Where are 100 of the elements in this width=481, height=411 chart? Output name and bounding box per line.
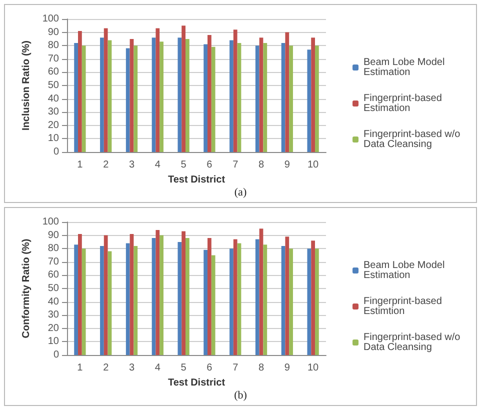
bar	[82, 46, 86, 152]
x-tick-label: 10	[307, 160, 320, 170]
bar	[204, 44, 208, 152]
y-tick-label: 40	[48, 93, 60, 104]
x-tick-label: 7	[232, 160, 239, 170]
y-tick-label: 80	[48, 243, 60, 254]
bar	[108, 40, 112, 152]
y-tick-label: 0	[53, 146, 60, 158]
bar	[134, 46, 138, 152]
bar	[126, 48, 130, 152]
bar	[208, 238, 212, 355]
bar	[233, 239, 238, 355]
y-tick-label: 90	[48, 26, 60, 38]
bar	[281, 246, 286, 355]
bar	[233, 30, 238, 152]
bar	[178, 242, 182, 355]
bar	[211, 46, 216, 152]
bar	[104, 28, 108, 152]
bar	[237, 42, 242, 152]
y-tick-label: 10	[48, 336, 60, 348]
y-tick-label: 40	[48, 296, 60, 308]
bar	[307, 50, 312, 152]
bar	[289, 46, 293, 152]
x-tick-label: 8	[258, 160, 264, 170]
bar	[160, 235, 164, 355]
x-axis-title: Test District	[168, 174, 226, 186]
bar	[211, 255, 216, 355]
bar	[130, 234, 134, 355]
x-tick-label: 5	[180, 160, 187, 170]
bar	[237, 243, 242, 355]
bar	[152, 38, 156, 152]
bar	[182, 26, 186, 152]
x-tick-label: 6	[206, 160, 213, 170]
y-tick-label: 70	[48, 256, 60, 268]
y-axis-title: Conformity Ratio (%)	[20, 238, 32, 338]
y-tick-label: 50	[48, 283, 60, 294]
y-tick-label: 90	[48, 230, 60, 241]
bar	[255, 46, 260, 152]
legend-label: Fingerprint-based Estimation	[364, 93, 445, 114]
bar	[126, 243, 130, 355]
y-tick-label: 100	[42, 14, 60, 24]
bar	[314, 46, 319, 152]
x-axis-title: Test District	[168, 377, 226, 388]
bar	[108, 251, 112, 355]
bar	[230, 248, 234, 355]
x-tick-label: 4	[154, 362, 161, 374]
x-tick-label: 3	[128, 160, 135, 170]
x-tick-label: 5	[180, 362, 187, 374]
bar	[208, 34, 212, 152]
bar	[259, 228, 264, 355]
legend-label: Fingerprint-based w/o Data Cleansing	[364, 332, 464, 353]
bar	[160, 42, 164, 152]
y-axis-title: Inclusion Ratio (%)	[20, 40, 32, 130]
bar	[314, 248, 319, 355]
bar	[311, 240, 315, 355]
y-tick-label: 60	[48, 270, 60, 281]
bar	[285, 32, 290, 152]
bar	[255, 239, 260, 355]
y-tick-label: 80	[48, 40, 60, 52]
x-tick-label: 2	[103, 160, 110, 170]
bar	[230, 40, 234, 152]
bar	[185, 38, 190, 152]
x-tick-label: 4	[154, 160, 161, 170]
legend-label: Fingerprint-based w/o Data Cleansing	[364, 129, 464, 150]
y-tick-label: 30	[48, 106, 60, 118]
bar	[285, 236, 290, 355]
y-tick-label: 10	[48, 133, 60, 144]
x-tick-label: 9	[284, 160, 290, 170]
bar	[78, 30, 82, 152]
y-tick-label: 20	[48, 322, 60, 334]
y-tick-label: 0	[53, 350, 60, 360]
x-tick-label: 2	[103, 362, 110, 374]
bar	[156, 230, 160, 355]
bar	[134, 246, 138, 355]
legend-label: Beam Lobe Model Estimation	[364, 57, 448, 78]
bar	[100, 246, 104, 355]
x-tick-label: 6	[206, 362, 213, 374]
text: (a)	[234, 186, 247, 198]
bar	[204, 250, 208, 355]
bar	[74, 42, 78, 152]
bar	[185, 238, 190, 355]
bar	[104, 235, 108, 355]
bar	[82, 248, 86, 355]
bar	[152, 238, 156, 355]
bar	[289, 248, 293, 355]
bar	[100, 38, 104, 152]
x-tick-label: 1	[77, 160, 84, 170]
y-tick-label: 20	[48, 120, 60, 131]
text: (b)	[234, 390, 248, 402]
legend-label: Fingerprint-based Estimtion	[364, 296, 445, 317]
bar	[78, 234, 82, 355]
bar	[74, 244, 78, 355]
x-tick-label: 1	[77, 362, 84, 374]
y-tick-label: 70	[48, 53, 60, 64]
legend-label: Beam Lobe Model Estimation	[364, 260, 448, 281]
bar	[182, 231, 186, 355]
x-tick-label: 10	[307, 362, 320, 374]
bar	[311, 38, 315, 152]
x-tick-label: 8	[258, 362, 264, 374]
y-tick-label: 50	[48, 80, 60, 91]
